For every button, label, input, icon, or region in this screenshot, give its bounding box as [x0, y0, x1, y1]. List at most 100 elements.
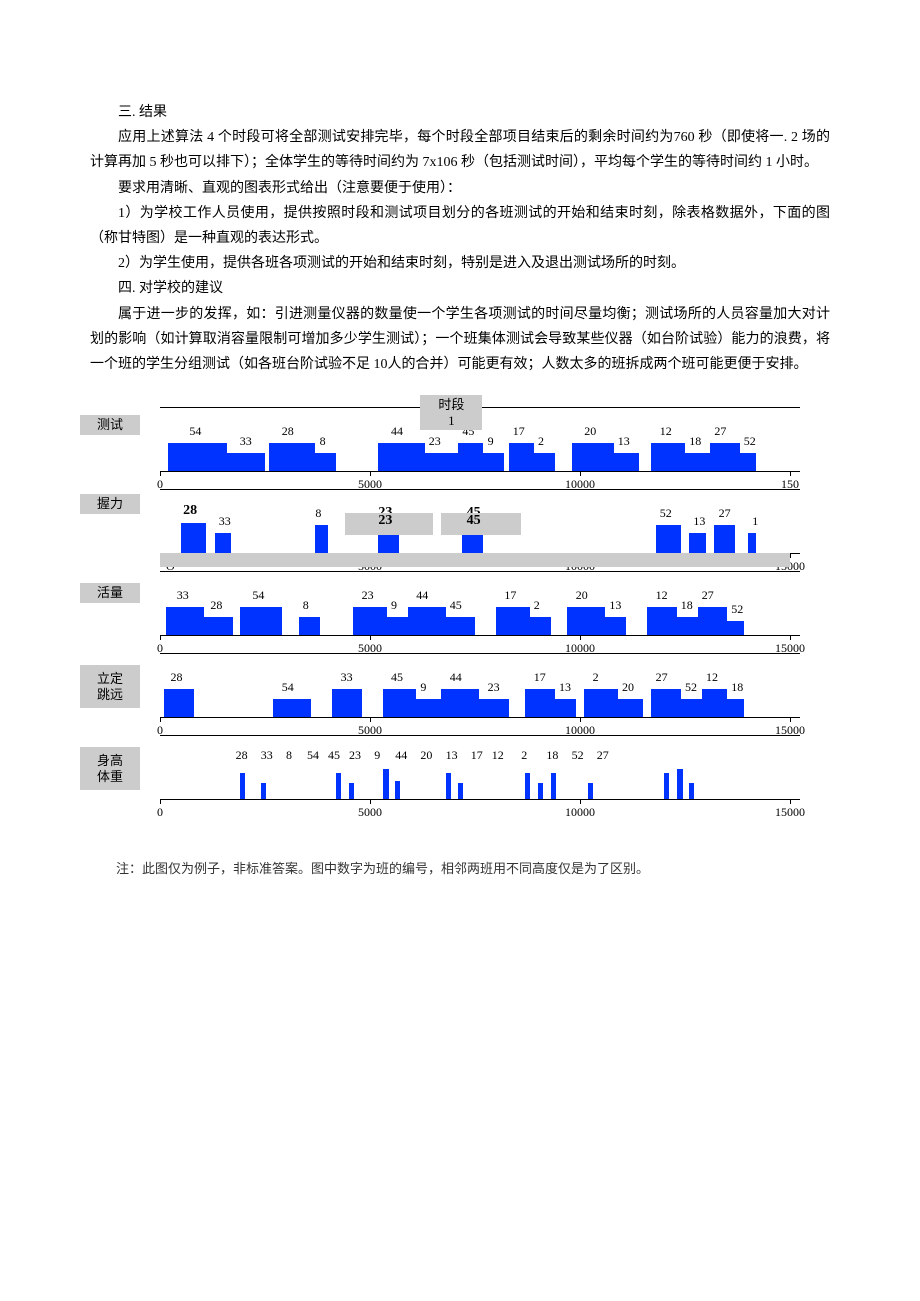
bar-label: 23	[362, 585, 374, 607]
chart-area: 28338234552132712345	[160, 489, 800, 553]
bar-label: 18	[689, 431, 701, 453]
row-label-vital: 活量	[80, 583, 140, 603]
gantt-bar	[227, 453, 265, 471]
bar-label: 13	[446, 745, 458, 767]
section-4-title: 四. 对学校的建议	[90, 276, 830, 301]
bar-label: 2	[538, 431, 544, 453]
gantt-bar	[353, 607, 387, 635]
gantt-bar	[240, 773, 245, 799]
gantt-bar	[349, 783, 354, 799]
gantt-bar	[336, 773, 341, 799]
gray-overlay	[441, 513, 521, 535]
gantt-bar	[614, 453, 639, 471]
gantt-chart: 时段1测试54332884423459172201312182752050001…	[90, 407, 800, 817]
paragraph-1: 应用上述算法 4 个时段可将全部测试安排完毕，每个时段全部项目结束后的剩余时间约…	[90, 125, 830, 175]
bar-label: 20	[576, 585, 588, 607]
gantt-bar	[383, 689, 417, 717]
chart-row-jump: 立定跳远2854334594423171322027521218	[90, 653, 800, 717]
gantt-bar	[618, 699, 643, 717]
bar-label: 54	[307, 745, 319, 767]
gantt-bar	[446, 617, 475, 635]
gantt-bar	[458, 443, 483, 471]
bar-label: 23	[429, 431, 441, 453]
bar-label: 17	[504, 585, 516, 607]
gantt-bar	[710, 443, 739, 471]
bar-label: 33	[341, 667, 353, 689]
gantt-bar	[534, 453, 555, 471]
gantt-bar	[605, 617, 626, 635]
bar-label: 54	[189, 421, 201, 443]
bars-area: 2854334594423171322027521218	[160, 677, 800, 717]
gantt-bar	[525, 773, 530, 799]
gantt-bar	[496, 607, 530, 635]
bar-label: 18	[681, 595, 693, 617]
chart-area: 2854334594423171322027521218	[160, 653, 800, 717]
bar-label: 45	[450, 595, 462, 617]
gantt-bar	[677, 617, 698, 635]
gantt-bar	[689, 783, 694, 799]
paragraph-4: 2）为学生使用，提供各班各项测试的开始和结束时刻，特别是进入及退出测试场所的时刻…	[90, 251, 830, 276]
gantt-bar	[702, 689, 727, 717]
bar-label: 12	[492, 745, 504, 767]
axis-label: 5000	[358, 802, 382, 824]
gantt-bar	[446, 773, 451, 799]
gantt-bar	[425, 453, 459, 471]
chart-area: 33285482394445172201312182752	[160, 571, 800, 635]
bar-label: 9	[488, 431, 494, 453]
gantt-bar	[664, 773, 669, 799]
paragraph-5: 属于进一步的发挥，如：引进测量仪器的数量使一个学生各项测试的时间尽量均衡；测试场…	[90, 302, 830, 378]
gantt-bar	[584, 689, 618, 717]
gantt-bar	[656, 525, 681, 553]
row-label-test: 测试	[80, 415, 140, 435]
x-axis: 0500010000150	[160, 471, 800, 489]
gantt-bar	[383, 769, 390, 799]
chart-row-test: 时段1测试54332884423459172201312182752	[90, 407, 800, 471]
bar-label: 2	[534, 595, 540, 617]
gantt-bar	[685, 453, 710, 471]
bar-label: 44	[391, 421, 403, 443]
gray-strip	[160, 553, 790, 567]
gantt-bar	[332, 689, 361, 717]
gantt-bar	[698, 607, 727, 635]
gantt-bar	[727, 621, 744, 635]
bar-label: 52	[660, 503, 672, 525]
bar-label: 1	[752, 511, 758, 533]
bar-label: 8	[315, 503, 321, 525]
chart-row-height: 身高体重28338544523944201317122185227	[90, 735, 800, 799]
gantt-bar	[651, 689, 680, 717]
gantt-bar	[164, 689, 193, 717]
gantt-bar	[240, 607, 282, 635]
bar-label: 27	[719, 503, 731, 525]
bar-label: 2	[593, 667, 599, 689]
bar-label: 44	[450, 667, 462, 689]
axis-label: 0	[157, 802, 163, 824]
row-label-grip: 握力	[80, 494, 140, 514]
period-header: 时段1	[420, 395, 482, 430]
bar-label: 9	[420, 677, 426, 699]
gantt-bar	[181, 523, 206, 553]
bar-label: 45	[391, 667, 403, 689]
document-body: 三. 结果 应用上述算法 4 个时段可将全部测试安排完毕，每个时段全部项目结束后…	[90, 100, 830, 880]
bar-label: 28	[236, 745, 248, 767]
chart-area: 28338544523944201317122185227	[160, 735, 800, 799]
bars-area: 28338544523944201317122185227	[160, 759, 800, 799]
bar-label: 12	[656, 585, 668, 607]
section-3-title: 三. 结果	[90, 100, 830, 125]
bar-label: 23	[378, 508, 392, 533]
bar-label: 18	[546, 745, 558, 767]
bar-label: 20	[420, 745, 432, 767]
gantt-bar	[681, 699, 702, 717]
gantt-bar	[273, 699, 311, 717]
bars-area: 54332884423459172201312182752	[160, 431, 800, 471]
bar-label: 33	[261, 745, 273, 767]
gantt-bar	[588, 783, 593, 799]
bar-label: 52	[731, 599, 743, 621]
gantt-bar	[204, 617, 233, 635]
bar-label: 27	[702, 585, 714, 607]
gantt-bar	[378, 443, 424, 471]
chart-row-vital: 活量33285482394445172201312182752	[90, 571, 800, 635]
bar-label: 8	[303, 595, 309, 617]
gantt-bar	[299, 617, 320, 635]
paragraph-2: 要求用清晰、直观的图表形式给出（注意要便于使用）：	[90, 176, 830, 201]
bars-area: 28338234552132712345	[160, 513, 800, 553]
